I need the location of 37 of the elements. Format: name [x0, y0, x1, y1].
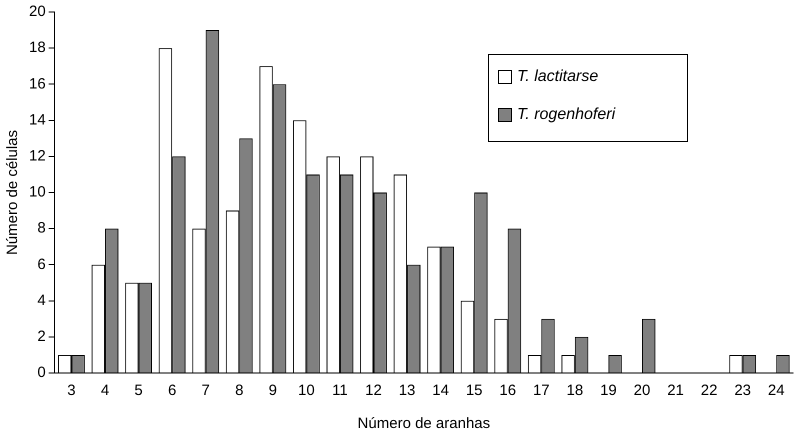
x-tick-label: 6 [168, 382, 176, 400]
x-axis-title: Número de aranhas [358, 415, 490, 432]
y-axis-title: Número de células [4, 130, 22, 256]
y-tick-label: 6 [37, 256, 46, 273]
x-tick-label: 7 [202, 382, 210, 400]
x-tick-label: 12 [365, 382, 382, 400]
x-tick-label: 23 [734, 382, 752, 400]
x-tick-label: 9 [268, 382, 277, 400]
x-tick-label: 13 [398, 382, 416, 400]
x-tick-label: 8 [235, 382, 244, 400]
x-tick-label: 22 [700, 382, 718, 400]
y-tick-label: 0 [37, 364, 46, 382]
x-tick-label: 11 [332, 382, 348, 400]
x-tick-label: 19 [600, 382, 617, 400]
x-tick-label: 15 [466, 382, 483, 400]
y-tick-label: 8 [37, 220, 46, 237]
legend-label: T. lactitarse [517, 68, 598, 86]
legend-label: T. rogenhoferi [517, 106, 616, 124]
x-tick-label: 21 [667, 382, 684, 400]
x-tick-label: 4 [100, 382, 110, 400]
x-tick-label: 3 [67, 382, 76, 400]
x-tick-label: 17 [532, 382, 550, 400]
y-tick-label: 18 [28, 39, 46, 56]
y-tick-label: 10 [28, 184, 46, 201]
x-tick-label: 18 [566, 382, 584, 400]
x-tick-label: 5 [134, 382, 143, 400]
y-tick-label: 2 [37, 328, 46, 346]
x-tick-label: 16 [499, 382, 516, 400]
x-tick-label: 10 [298, 382, 315, 400]
y-tick-label: 14 [28, 111, 46, 128]
y-tick-label: 12 [28, 148, 46, 165]
x-tick-label: 20 [634, 382, 650, 400]
x-tick-label: 24 [768, 382, 785, 400]
x-tick-label: 14 [432, 382, 449, 400]
y-tick-label: 4 [37, 292, 46, 309]
y-tick-label: 20 [28, 3, 46, 20]
y-tick-label: 16 [28, 75, 46, 92]
